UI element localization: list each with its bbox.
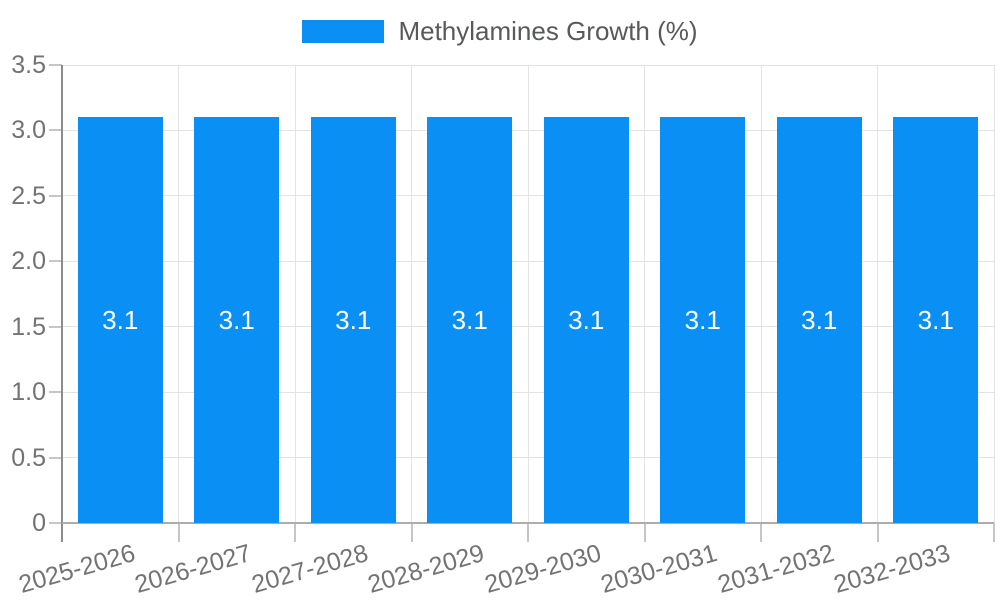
bar[interactable] (660, 117, 746, 523)
bar-value-label: 3.1 (917, 305, 954, 336)
x-axis-tick-label: 2026-2027 (131, 539, 255, 599)
x-axis-tick-label: 2031-2032 (714, 539, 837, 599)
bar[interactable] (194, 117, 280, 523)
x-axis-tick-label: 2025-2026 (15, 539, 138, 599)
x-axis-tick (993, 523, 995, 542)
bar[interactable] (77, 117, 163, 523)
bar-value-label: 3.1 (801, 305, 838, 336)
y-axis-tick (49, 260, 62, 263)
bar-value-label: 3.1 (102, 305, 139, 336)
y-axis-tick (49, 522, 62, 524)
legend-label: Methylamines Growth (%) (398, 16, 698, 46)
gridline-vertical (178, 65, 179, 523)
x-axis-tick (643, 523, 646, 542)
bar[interactable] (427, 117, 513, 523)
gridline-vertical (294, 65, 296, 523)
y-axis-tick-label: 3.5 (11, 51, 46, 79)
bar-value-label: 3.1 (684, 305, 721, 336)
gridline-vertical (877, 65, 878, 523)
bar[interactable] (543, 117, 629, 523)
x-axis-tick (294, 523, 296, 542)
x-axis-tick-label: 2032-2033 (830, 539, 954, 599)
y-axis-tick (49, 456, 62, 459)
y-axis-tick-label: 2.0 (11, 247, 46, 276)
legend-swatch (302, 19, 385, 43)
x-axis-line (62, 522, 994, 524)
x-axis-tick-label: 2030-2031 (597, 539, 721, 599)
bar-value-label: 3.1 (218, 305, 255, 336)
y-axis-tick-label: 1.5 (11, 312, 46, 341)
x-axis-tick-label: 2028-2029 (364, 539, 488, 599)
y-axis-tick-label: 0.5 (11, 443, 46, 472)
bar-value-label: 3.1 (568, 305, 605, 336)
bar-value-label: 3.1 (335, 305, 372, 336)
x-axis-tick-label: 2027-2028 (248, 539, 371, 599)
bar[interactable] (310, 117, 396, 523)
x-axis-tick (410, 523, 413, 542)
legend: Methylamines Growth (%) (0, 17, 1000, 45)
gridline-vertical (644, 65, 645, 523)
y-axis-tick (49, 391, 62, 394)
y-axis-tick (49, 194, 62, 197)
x-axis-tick (177, 523, 180, 542)
x-axis-tick (527, 523, 529, 542)
gridline-vertical (760, 65, 762, 523)
x-axis-tick (760, 523, 762, 542)
bar[interactable] (776, 117, 862, 523)
y-axis-tick-label: 3.0 (11, 116, 46, 145)
gridline-vertical (411, 65, 412, 523)
bar[interactable] (893, 117, 979, 523)
gridline-vertical (527, 65, 529, 523)
y-axis-tick-label: 1.0 (11, 378, 46, 407)
gridline-vertical (993, 65, 995, 523)
y-axis-tick-label: 0 (32, 509, 46, 537)
legend-item[interactable]: Methylamines Growth (%) (302, 16, 698, 46)
x-axis-tick-label: 2029-2030 (481, 539, 604, 599)
y-axis-tick (49, 325, 62, 328)
bar-value-label: 3.1 (451, 305, 488, 336)
y-axis-tick-label: 2.5 (11, 181, 46, 210)
x-axis-tick (876, 523, 879, 542)
y-axis-tick (49, 64, 62, 66)
y-axis-line (61, 65, 63, 542)
y-axis-tick (49, 129, 62, 132)
